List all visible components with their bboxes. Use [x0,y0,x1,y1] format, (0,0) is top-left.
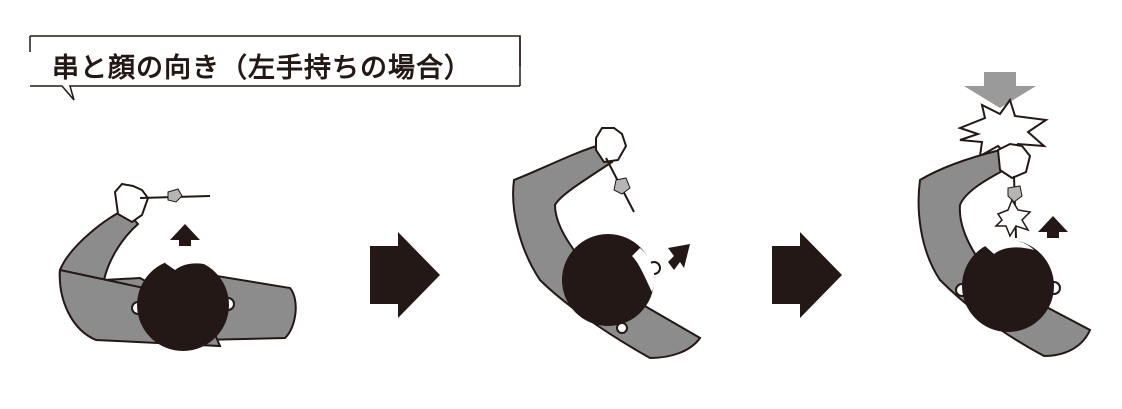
diagram-title: 串と顔の向き（左手持ちの場合） [52,53,472,84]
step-3-impact-burst-icon [957,97,1049,162]
step-2-face [632,248,655,292]
step-arrow-2-icon [772,232,842,318]
step-3-head-icon [962,240,1054,332]
step-2-turn-arrow-icon [668,244,690,270]
step-3-figure [917,72,1092,358]
step-3-up-arrow-icon [1038,216,1068,238]
step-1-face [165,255,212,270]
step-1-figure [58,182,297,351]
step-2-figure [512,127,702,360]
step-2-dart-tip [613,177,631,195]
step-3-face [985,239,1034,254]
step-1-up-arrow-icon [170,224,200,246]
step-arrow-1-icon [370,232,440,318]
step-1-head-icon [137,259,229,351]
step-3-down-arrow-icon [964,72,1036,108]
step-3-small-burst-icon [994,198,1032,238]
step-3-dart-tip [1007,185,1023,203]
step-1-dart-tip [167,188,183,203]
step-2-head-icon [562,234,654,326]
step-2-ear-bottom [616,322,628,334]
step-3-hand-icon [996,142,1032,180]
step-2-hand-icon [595,127,628,164]
